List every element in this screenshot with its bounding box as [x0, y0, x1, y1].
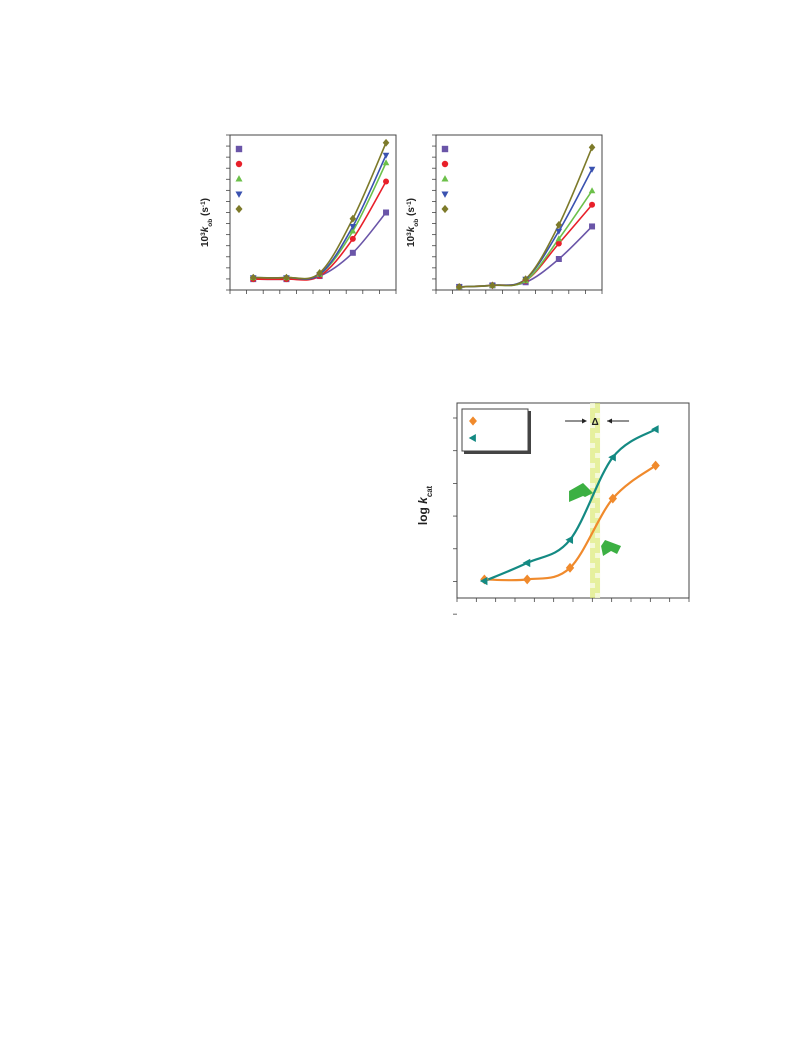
band-check [595, 513, 600, 518]
y-axis-label: 103kob (s-1) [406, 198, 420, 247]
band-check [595, 573, 600, 578]
band-check [595, 433, 600, 438]
arrow-head [607, 419, 612, 424]
y-axis-label: log kcat [416, 485, 434, 525]
band-check [590, 483, 595, 488]
data-point [383, 139, 390, 147]
data-point [651, 461, 659, 471]
y-axis-label: 103kob (s-1) [200, 198, 214, 247]
series-curve [253, 163, 386, 279]
legend-marker [441, 175, 448, 181]
legend-marker [236, 161, 242, 167]
data-point [523, 574, 531, 584]
legend-marker [236, 146, 242, 152]
band-check [590, 583, 595, 588]
data-point [523, 559, 531, 567]
data-point [383, 153, 390, 159]
band-check [595, 593, 600, 598]
legend-marker [441, 205, 448, 213]
legend-marker [442, 146, 448, 152]
data-point [556, 241, 562, 247]
legend-box [462, 409, 528, 451]
legend-marker [235, 205, 242, 213]
series-curve [253, 143, 386, 279]
band-check [595, 493, 600, 498]
band-check [595, 453, 600, 458]
band-check [590, 403, 595, 408]
band-check [590, 543, 595, 548]
data-point [350, 236, 356, 242]
legend-shadow [464, 451, 531, 454]
data-point [383, 210, 389, 216]
band-check [595, 533, 600, 538]
series-curve [459, 147, 592, 287]
data-point [589, 202, 595, 208]
data-point [556, 256, 562, 262]
band-check [590, 463, 595, 468]
band-check [590, 563, 595, 568]
legend-marker [235, 175, 242, 181]
legend-marker [441, 191, 448, 197]
band-check [595, 553, 600, 558]
legend-marker [442, 161, 448, 167]
data-point [589, 223, 595, 229]
legend-marker [235, 191, 242, 197]
series-curve [459, 191, 592, 287]
chart-svg-b: 103kob (s-1) [396, 125, 606, 305]
chart-panel-b: 103kob (s-1) [396, 125, 606, 305]
plot-frame [230, 135, 396, 290]
band-check [590, 443, 595, 448]
chart-panel-a: 103kob (s-1) [190, 125, 400, 305]
delta-annotation: Δ [591, 417, 598, 428]
data-point [589, 144, 596, 152]
pointer-arrow-icon [601, 540, 621, 556]
chart-svg-a: 103kob (s-1) [190, 125, 400, 305]
pointer-arrow-icon [569, 483, 593, 502]
band-check [595, 473, 600, 478]
arrow-head [582, 419, 587, 424]
data-point [350, 250, 356, 256]
legend-shadow [528, 411, 531, 453]
band-check [590, 503, 595, 508]
data-point [383, 179, 389, 185]
series-curve [253, 182, 386, 280]
data-point [589, 187, 596, 193]
